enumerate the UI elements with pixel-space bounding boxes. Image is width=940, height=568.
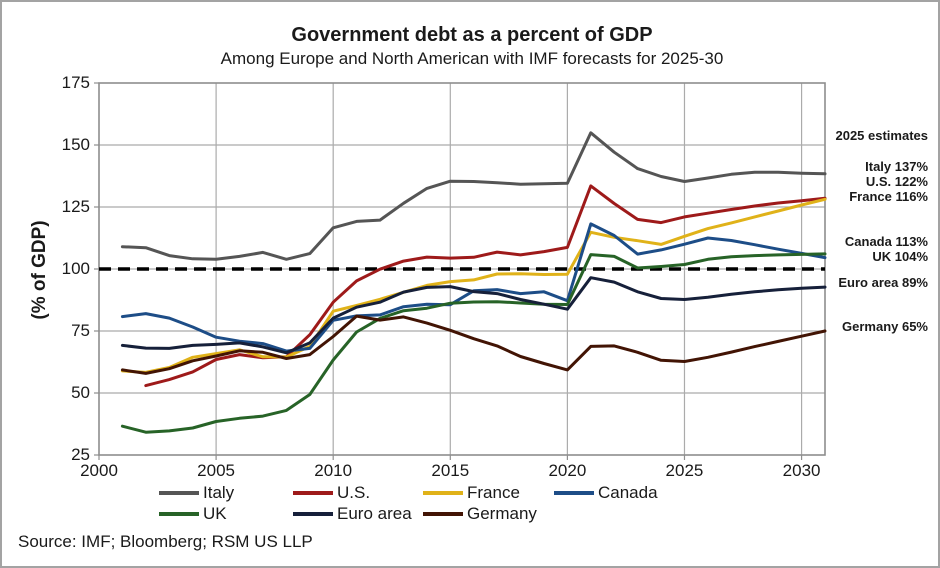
legend-swatch — [554, 491, 594, 495]
series-line-uk — [120, 252, 827, 434]
estimate-label-euro-area: Euro area 89% — [838, 275, 928, 290]
estimate-label-uk: UK 104% — [872, 249, 928, 264]
x-tick-label: 2030 — [782, 461, 821, 480]
estimate-label-italy: Italy 137% — [865, 159, 928, 174]
legend-swatch — [423, 491, 463, 495]
series-line-italy — [120, 131, 827, 261]
legend-item-euro-area: Euro area — [293, 504, 412, 524]
x-tick-label: 2010 — [314, 461, 353, 480]
legend-label: France — [467, 483, 520, 502]
legend-label: Germany — [467, 504, 537, 523]
legend-swatch — [423, 512, 463, 516]
estimate-label-canada: Canada 113% — [844, 234, 928, 249]
source-note: Source: IMF; Bloomberg; RSM US LLP — [18, 532, 313, 551]
y-tick-label: 75 — [71, 321, 90, 340]
legend-item-canada: Canada — [554, 483, 658, 503]
series-line-france — [120, 197, 827, 374]
legend-item-germany: Germany — [423, 504, 537, 524]
estimates-header: 2025 estimates — [835, 128, 928, 143]
chart-title: Government debt as a percent of GDP — [291, 24, 653, 46]
estimate-label-u-s-: U.S. 122% — [865, 174, 928, 189]
series-line-canada — [120, 222, 827, 353]
y-tick-label: 125 — [61, 197, 90, 216]
legend-swatch — [293, 491, 333, 495]
legend-swatch — [293, 512, 333, 516]
series-line-euro-area — [120, 276, 827, 355]
legend-label: U.S. — [337, 483, 371, 502]
estimate-label-germany: Germany 65% — [842, 319, 928, 334]
x-tick-label: 2000 — [80, 461, 118, 480]
x-tick-label: 2005 — [197, 461, 235, 480]
y-tick-label: 100 — [61, 259, 90, 278]
estimate-label-france: France 116% — [849, 189, 928, 204]
legend-label: Canada — [598, 483, 658, 502]
y-tick-label: 175 — [61, 73, 90, 92]
chart-subtitle: Among Europe and North American with IMF… — [220, 49, 724, 68]
x-tick-label: 2020 — [548, 461, 587, 480]
legend-item-france: France — [423, 483, 520, 503]
legend-swatch — [159, 512, 199, 516]
legend-swatch — [159, 491, 199, 495]
legend-label: Italy — [203, 483, 235, 502]
legend-label: UK — [203, 504, 227, 523]
legend-label: Euro area — [337, 504, 412, 523]
legend-item-u-s-: U.S. — [293, 483, 370, 503]
y-tick-label: 50 — [71, 383, 90, 402]
series-line-u-s- — [144, 184, 827, 388]
x-tick-label: 2025 — [665, 461, 704, 480]
y-tick-label: 25 — [71, 445, 90, 464]
y-tick-label: 150 — [61, 135, 90, 154]
legend-item-italy: Italy — [159, 483, 234, 503]
legend-item-uk: UK — [159, 504, 227, 524]
series-line-germany — [120, 314, 827, 375]
x-tick-label: 2015 — [431, 461, 470, 480]
